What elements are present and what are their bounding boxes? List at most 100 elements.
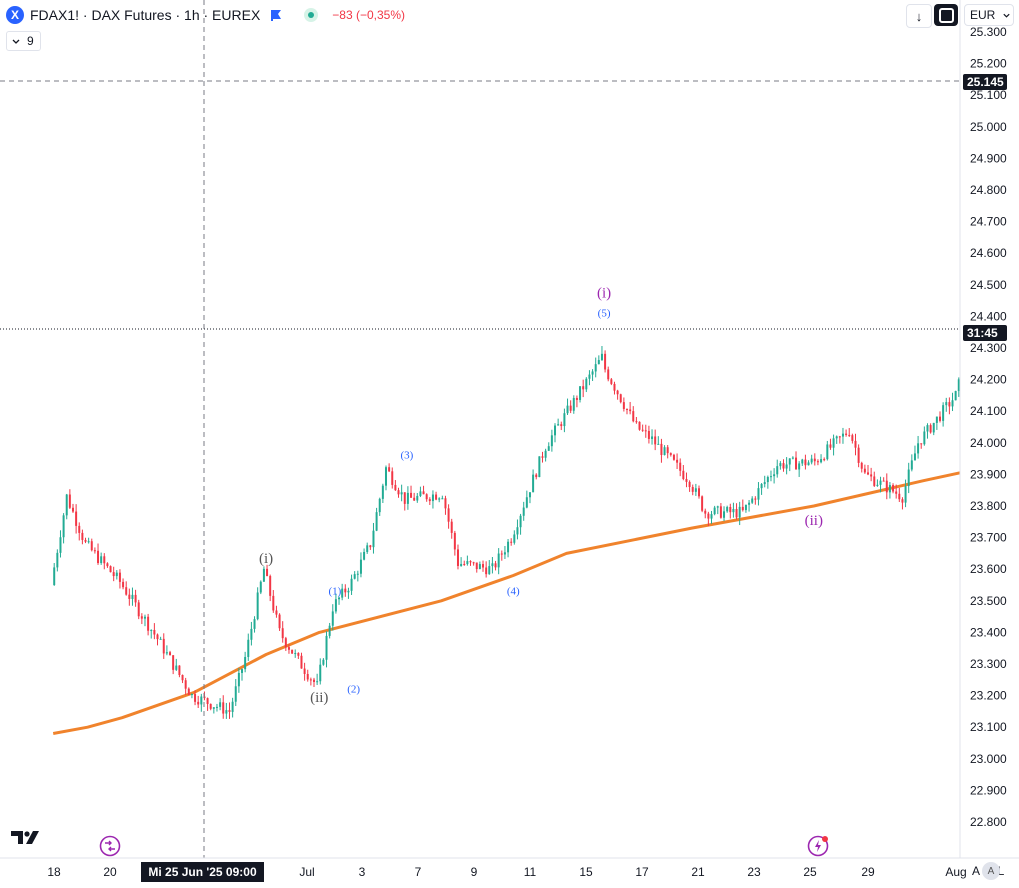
candle-body	[488, 566, 491, 575]
candle	[788, 458, 791, 472]
candle	[497, 548, 500, 575]
candle-body	[801, 459, 804, 464]
time-tick-label: 11	[524, 865, 537, 879]
candle-body	[826, 444, 829, 460]
candle	[319, 658, 322, 685]
candle	[528, 492, 531, 504]
candle-body	[419, 491, 422, 496]
candle	[84, 537, 87, 544]
candle	[795, 451, 798, 470]
candle-body	[691, 487, 694, 492]
candle-body	[804, 459, 807, 466]
candle-body	[241, 669, 244, 673]
candle	[316, 673, 319, 686]
candle	[879, 476, 882, 493]
candle	[651, 429, 654, 445]
candle-body	[810, 458, 813, 463]
candle-body	[410, 492, 413, 498]
candle	[328, 622, 331, 639]
earnings-event-icon[interactable]	[807, 835, 829, 857]
price-tick-label: 23.800	[970, 499, 1007, 513]
candle	[926, 423, 929, 439]
time-tick-label: 15	[579, 865, 593, 879]
candle-body	[234, 686, 237, 702]
candle	[422, 485, 425, 495]
candle-body	[394, 484, 397, 491]
auto-scale-button[interactable]: A	[971, 864, 980, 878]
scroll-to-latest-button[interactable]: ↓	[906, 4, 932, 28]
candle	[259, 580, 262, 595]
candle-body	[463, 563, 466, 565]
candle	[813, 453, 816, 466]
candle	[212, 707, 215, 714]
candle-body	[776, 466, 779, 475]
candle	[369, 544, 372, 550]
candle-body	[910, 460, 913, 470]
elliott-wave-label: (1)	[328, 585, 341, 597]
indicators-toggle[interactable]: 9	[6, 31, 41, 51]
candle-body	[863, 468, 866, 473]
fullscreen-button[interactable]	[934, 4, 958, 26]
price-tick-label: 23.700	[970, 531, 1007, 545]
candle	[103, 553, 106, 570]
candle-body	[528, 492, 531, 498]
candle-body	[682, 470, 685, 479]
candle-body	[929, 425, 932, 433]
candle-body	[122, 581, 125, 588]
candle-body	[215, 706, 218, 708]
crosshair-time-tag: Mi 25 Jun '25 09:00	[141, 862, 264, 882]
fullscreen-icon	[938, 7, 954, 23]
scale-auto-button[interactable]: A	[982, 862, 1000, 880]
candle	[128, 588, 131, 606]
candle	[400, 484, 403, 502]
candle	[951, 392, 954, 412]
candle	[253, 616, 256, 633]
candle	[475, 562, 478, 573]
candle	[97, 543, 100, 565]
candle-body	[588, 374, 591, 379]
candle-body	[951, 400, 954, 407]
dividends-event-icon[interactable]	[99, 835, 121, 857]
log-scale-button[interactable]: L	[997, 864, 1005, 878]
candle-body	[100, 556, 103, 564]
candle-body	[554, 425, 557, 436]
candle-body	[569, 405, 572, 411]
elliott-wave-label: (4)	[507, 585, 520, 597]
candle	[453, 530, 456, 556]
candle	[804, 454, 807, 470]
candle-body	[616, 390, 619, 395]
candle-body	[497, 553, 500, 568]
candle-body	[763, 482, 766, 485]
currency-select[interactable]: EUR	[964, 4, 1014, 26]
candle	[785, 457, 788, 475]
candle-body	[125, 587, 128, 595]
candle	[62, 513, 65, 544]
flag-icon[interactable]	[270, 9, 282, 21]
candle-body	[143, 616, 146, 619]
tradingview-logo-icon[interactable]	[11, 827, 43, 847]
candle-body	[453, 532, 456, 550]
candle	[610, 377, 613, 386]
candle-body	[378, 498, 381, 513]
candle	[281, 621, 284, 643]
symbol-title[interactable]: FDAX1! · DAX Futures · 1h · EUREX	[30, 7, 261, 23]
candle-body	[328, 625, 331, 636]
candle	[78, 522, 81, 541]
candle	[685, 472, 688, 488]
candle	[873, 471, 876, 487]
candle	[406, 486, 409, 510]
time-tick-label: 9	[471, 865, 478, 879]
candle-body	[744, 504, 747, 511]
candle	[156, 633, 159, 646]
chevron-down-icon	[12, 39, 20, 44]
candle	[948, 397, 951, 415]
candle	[416, 492, 419, 503]
symbol-logo-icon[interactable]: X	[6, 6, 24, 24]
candle-body	[225, 710, 228, 714]
candle	[187, 687, 190, 696]
candle	[450, 518, 453, 539]
candle	[726, 505, 729, 513]
candle	[638, 421, 641, 431]
